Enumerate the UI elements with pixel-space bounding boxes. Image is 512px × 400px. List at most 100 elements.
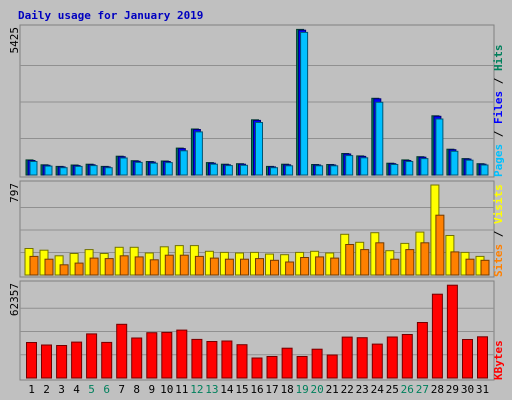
bar-pages-day-3 bbox=[59, 167, 68, 176]
bar-pages-day-13 bbox=[209, 163, 218, 176]
bar-pages-day-7 bbox=[119, 157, 128, 176]
bar-sites-day-19 bbox=[300, 257, 310, 276]
bar-sites-day-20 bbox=[315, 256, 325, 276]
bar-sites-day-15 bbox=[240, 258, 249, 276]
bar-sites-day-23 bbox=[360, 249, 370, 276]
y-max-label: 5425 bbox=[8, 27, 21, 54]
bar-sites-day-24 bbox=[375, 242, 385, 276]
bar-pages-day-23 bbox=[360, 157, 369, 176]
bar-sites-day-22 bbox=[345, 244, 355, 276]
panel-1: 5425 Pages / Files / Hits bbox=[8, 24, 505, 178]
bar-sites-day-29 bbox=[450, 251, 460, 276]
bar-kbytes-day-17 bbox=[266, 356, 278, 379]
bar-kbytes-day-6 bbox=[101, 341, 113, 379]
bar-kbytes-day-10 bbox=[161, 331, 173, 379]
x-axis-labels: 1 2 3 4 5 6 7 8 9 10 11 12 13 14 15 16 17 18 19 20 21 22 23 24 2… bbox=[28, 383, 489, 396]
bar-pages-day-17 bbox=[270, 167, 278, 176]
x-tick-label: 15 bbox=[235, 383, 248, 396]
bar-sites-day-25 bbox=[390, 258, 400, 276]
x-tick-label: 29 bbox=[446, 383, 459, 396]
bar-kbytes-day-14 bbox=[221, 340, 233, 379]
bar-kbytes-day-21 bbox=[326, 354, 338, 379]
y-max-label: 62357 bbox=[8, 283, 21, 316]
bar-pages-day-11 bbox=[179, 150, 188, 176]
series-labels: KBytes bbox=[492, 340, 505, 380]
bar-kbytes-day-7 bbox=[116, 323, 128, 379]
x-tick-label: 22 bbox=[341, 383, 354, 396]
x-tick-label: 25 bbox=[386, 383, 399, 396]
x-tick-label: 19 bbox=[295, 383, 308, 396]
y-max-label: 797 bbox=[8, 183, 21, 203]
bar-pages-day-1 bbox=[29, 161, 38, 176]
bar-kbytes-day-3 bbox=[56, 345, 68, 379]
bar-sites-day-30 bbox=[465, 258, 475, 276]
series-labels: Sites / Visits bbox=[492, 184, 505, 277]
series-label-kbytes: KBytes bbox=[492, 340, 505, 380]
x-tick-label: 9 bbox=[148, 383, 155, 396]
bar-pages-day-9 bbox=[149, 162, 158, 176]
bar-pages-day-27 bbox=[420, 158, 429, 176]
bar-kbytes-day-8 bbox=[131, 337, 143, 379]
bar-kbytes-day-24 bbox=[371, 343, 383, 379]
x-tick-label: 13 bbox=[205, 383, 218, 396]
bar-pages-day-15 bbox=[240, 164, 248, 176]
bar-sites-day-31 bbox=[480, 259, 490, 276]
bar-sites-day-14 bbox=[224, 258, 234, 276]
series-label-sites: Sites bbox=[492, 244, 505, 277]
bar-kbytes-day-11 bbox=[176, 329, 188, 379]
x-tick-label: 12 bbox=[190, 383, 203, 396]
bar-kbytes-day-16 bbox=[251, 357, 263, 379]
bar-sites-day-4 bbox=[74, 262, 84, 276]
bar-sites-day-21 bbox=[330, 257, 340, 276]
x-tick-label: 26 bbox=[401, 383, 414, 396]
bar-sites-day-9 bbox=[149, 259, 159, 276]
bar-kbytes-day-13 bbox=[206, 341, 218, 379]
bar-kbytes-day-2 bbox=[41, 344, 52, 379]
bar-kbytes-day-15 bbox=[236, 344, 248, 379]
bar-pages-day-16 bbox=[255, 122, 263, 176]
x-tick-label: 21 bbox=[326, 383, 339, 396]
bar-kbytes-day-4 bbox=[71, 341, 83, 379]
bar-pages-day-31 bbox=[480, 164, 489, 176]
bar-sites-day-16 bbox=[255, 258, 264, 276]
bar-sites-day-13 bbox=[209, 257, 219, 276]
bar-sites-day-18 bbox=[285, 261, 295, 276]
x-tick-label: 24 bbox=[371, 383, 385, 396]
x-tick-label: 6 bbox=[103, 383, 110, 396]
series-label-pages: Pages bbox=[492, 144, 505, 177]
bar-kbytes-day-23 bbox=[356, 337, 368, 379]
series-label-hits: Hits bbox=[492, 45, 505, 72]
x-tick-label: 20 bbox=[310, 383, 323, 396]
panel-2: 797 Sites / Visits bbox=[8, 180, 505, 278]
bar-pages-day-29 bbox=[450, 150, 459, 176]
series-label-files: Files bbox=[492, 91, 505, 124]
bar-pages-day-8 bbox=[134, 161, 143, 176]
bar-pages-day-6 bbox=[104, 167, 113, 176]
x-tick-label: 8 bbox=[133, 383, 140, 396]
bar-kbytes-day-26 bbox=[401, 334, 413, 379]
bar-pages-day-24 bbox=[375, 101, 384, 176]
series-labels: Pages / Files / Hits bbox=[492, 45, 505, 178]
x-tick-label: 10 bbox=[160, 383, 173, 396]
bar-kbytes-day-27 bbox=[416, 322, 428, 379]
bar-kbytes-day-29 bbox=[446, 284, 458, 379]
x-tick-label: 2 bbox=[43, 383, 50, 396]
bar-pages-day-12 bbox=[194, 131, 203, 176]
x-tick-label: 31 bbox=[476, 383, 489, 396]
bar-pages-day-14 bbox=[224, 165, 233, 176]
panel-3: 62357 KBytes bbox=[8, 280, 505, 381]
x-tick-label: 18 bbox=[280, 383, 293, 396]
x-tick-label: 4 bbox=[73, 383, 80, 396]
bar-sites-day-6 bbox=[104, 258, 114, 276]
series-label-separator: / bbox=[492, 124, 505, 144]
x-tick-label: 28 bbox=[431, 383, 444, 396]
bar-kbytes-day-22 bbox=[341, 336, 353, 379]
x-tick-label: 17 bbox=[265, 383, 278, 396]
series-label-visits: Visits bbox=[492, 184, 505, 224]
bar-pages-day-19 bbox=[300, 31, 309, 176]
x-tick-label: 30 bbox=[461, 383, 474, 396]
x-tick-label: 14 bbox=[220, 383, 234, 396]
bar-pages-day-28 bbox=[435, 118, 444, 176]
x-tick-label: 27 bbox=[416, 383, 429, 396]
bar-pages-day-30 bbox=[465, 159, 474, 176]
